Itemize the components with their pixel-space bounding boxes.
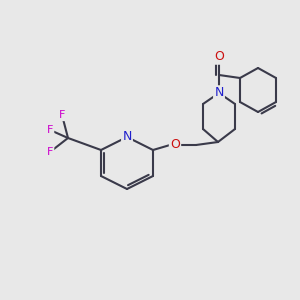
Text: F: F bbox=[47, 125, 53, 135]
Text: N: N bbox=[214, 86, 224, 100]
Text: N: N bbox=[122, 130, 132, 143]
Text: F: F bbox=[59, 110, 65, 120]
Text: F: F bbox=[47, 147, 53, 157]
Text: O: O bbox=[214, 50, 224, 64]
Text: O: O bbox=[170, 139, 180, 152]
